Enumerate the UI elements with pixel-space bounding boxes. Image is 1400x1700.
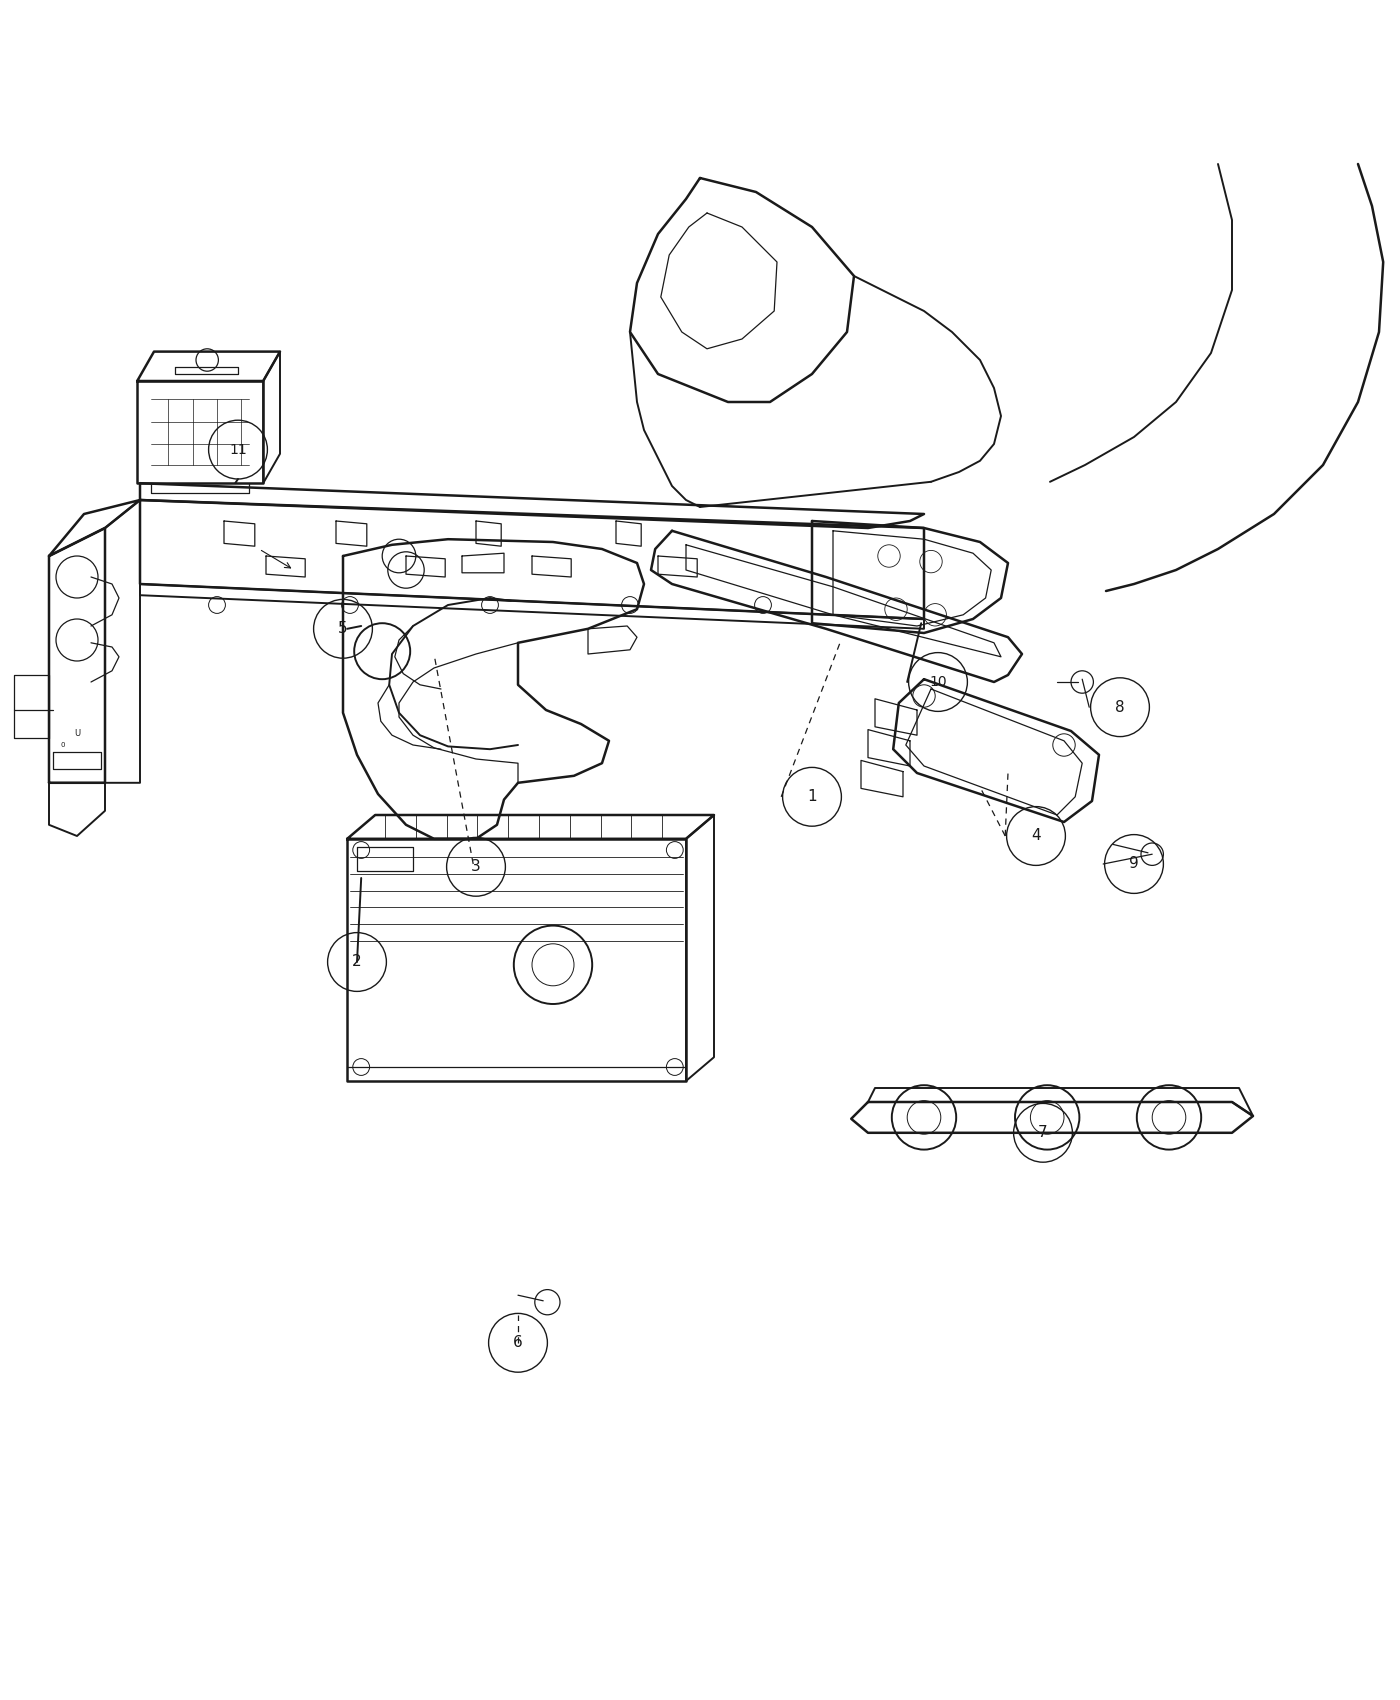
Text: 10: 10	[930, 675, 946, 688]
Text: 4: 4	[1032, 828, 1040, 843]
Text: 8: 8	[1116, 700, 1124, 714]
Text: 9: 9	[1130, 857, 1138, 872]
Text: U: U	[74, 729, 80, 738]
Text: 5: 5	[339, 620, 347, 636]
Text: 0: 0	[60, 741, 66, 748]
Text: 1: 1	[808, 789, 816, 804]
Text: 11: 11	[230, 442, 246, 457]
Text: 6: 6	[514, 1334, 522, 1350]
Text: 3: 3	[472, 858, 480, 874]
Text: 7: 7	[1039, 1125, 1047, 1141]
Text: 2: 2	[353, 954, 361, 969]
